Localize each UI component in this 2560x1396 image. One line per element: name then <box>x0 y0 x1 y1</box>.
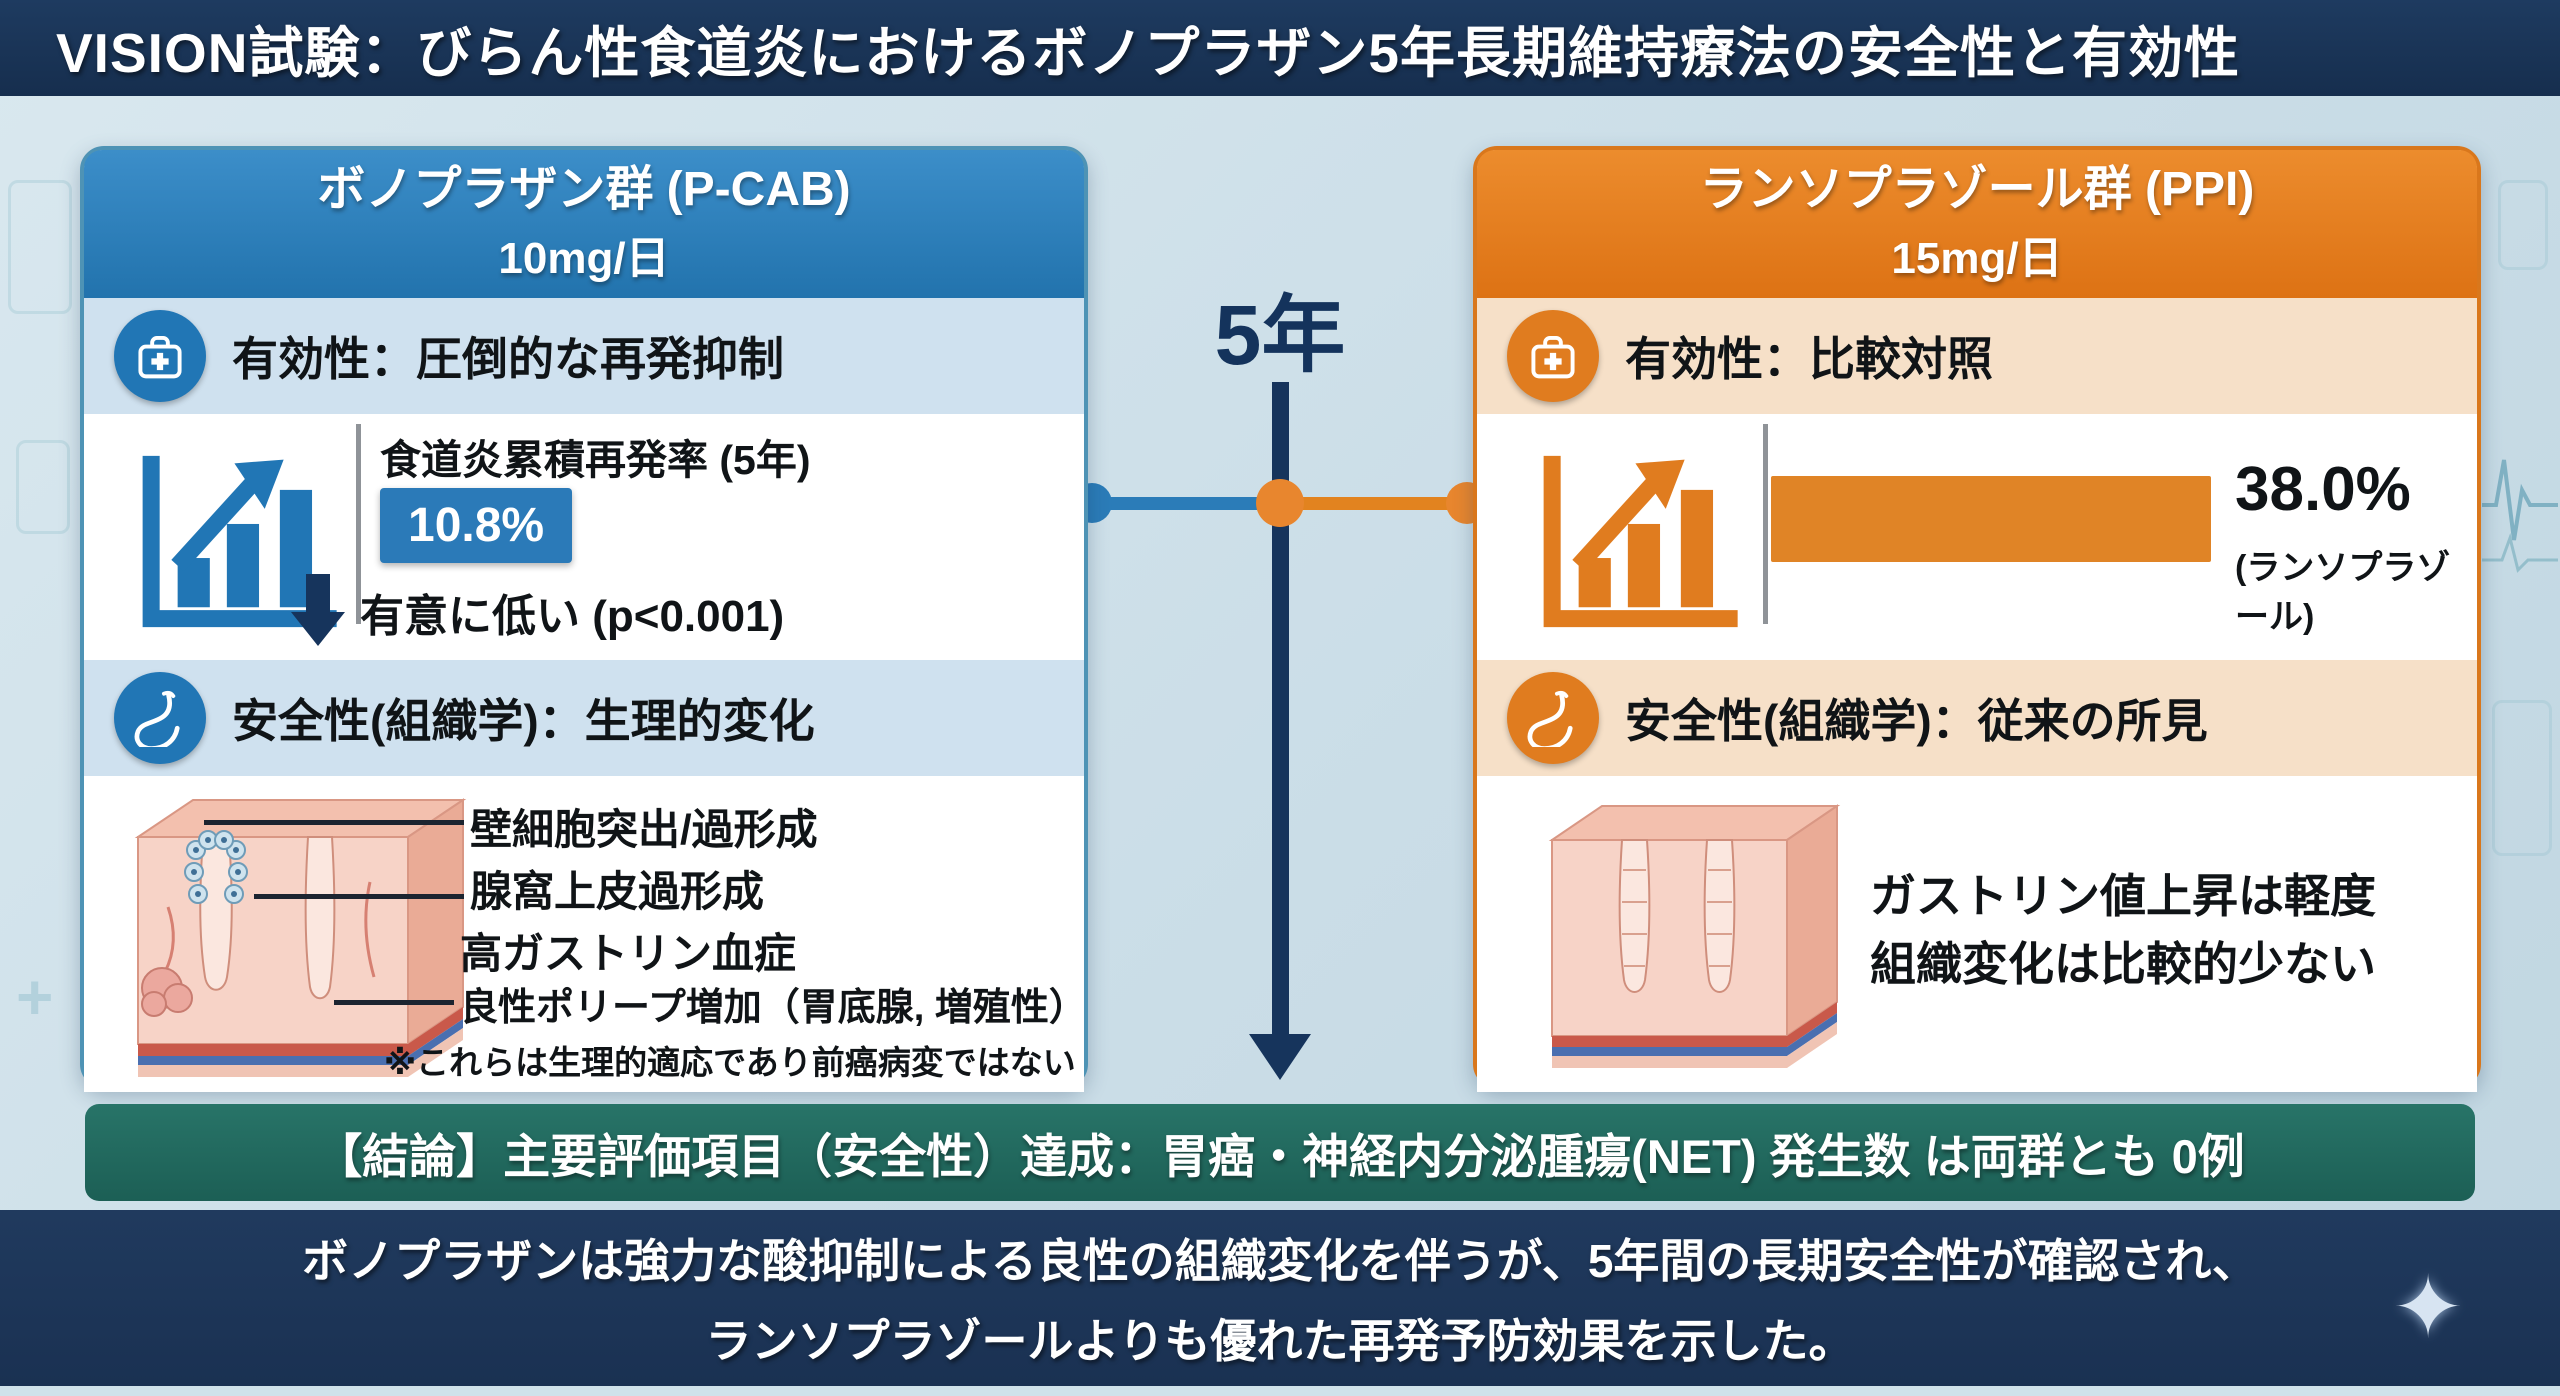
pcab-finding: 腺窩上皮過形成 <box>470 868 765 915</box>
chart-divider <box>1763 424 1768 624</box>
pcab-histology-area: 壁細胞突出/過形成 腺窩上皮過形成 高ガストリン血症 良性ポリープ増加（胃底腺,… <box>84 776 1087 1092</box>
pcab-dose: 10mg/日 <box>498 233 670 283</box>
conclusion-text: 【結論】主要評価項目（安全性）達成：胃癌・神経内分泌腫瘍(NET) 発生数 は両… <box>315 1130 2245 1183</box>
summary-line: ボノプラザンは強力な酸抑制による良性の組織変化を伴うが、5年間の長期安全性が確認… <box>302 1235 2258 1287</box>
pcab-efficacy-heading: 有効性：圧倒的な再発抑制 <box>232 333 784 385</box>
stomach-icon <box>1507 672 1599 764</box>
pcab-finding: 壁細胞突出/過形成 <box>470 806 818 853</box>
summary-panel: ボノプラザンは強力な酸抑制による良性の組織変化を伴うが、5年間の長期安全性が確認… <box>0 1210 2560 1386</box>
ppi-safety-heading: 安全性(組織学)：従来の所見 <box>1625 695 2208 747</box>
pcab-safety-heading: 安全性(組織学)：生理的変化 <box>232 695 815 747</box>
ppi-dose: 15mg/日 <box>1891 233 2063 283</box>
pcab-finding: 良性ポリープ増加（胃底腺, 増殖性） <box>460 987 1087 1029</box>
ppi-card: ランソプラゾール群 (PPI) 15mg/日 有効性：比較対照 <box>1473 146 2481 1092</box>
leader-line <box>334 1000 454 1005</box>
pcab-safety-row: 安全性(組織学)：生理的変化 <box>84 660 1084 776</box>
background-decoration <box>2492 700 2552 856</box>
pcab-significance-row: 有意に低い (p<0.001) <box>290 574 784 648</box>
pcab-significance-note: 有意に低い (p<0.001) <box>360 592 785 641</box>
pcab-finding: 高ガストリン血症 <box>460 930 797 977</box>
ppi-efficacy-row: 有効性：比較対照 <box>1477 298 2477 414</box>
gastric-mucosa-illustration <box>1548 804 1841 1068</box>
ppi-recurrence-caption: (ランソプラゾール) <box>2235 549 2451 636</box>
background-decoration <box>8 180 72 314</box>
background-decoration <box>2498 180 2548 270</box>
ppi-histology-area: ガストリン値上昇は軽度 組織変化は比較的少ない <box>1477 776 2477 1092</box>
timeline-node-center <box>1256 479 1304 527</box>
pcab-recurrence-value: 10.8% <box>380 488 573 563</box>
chart-divider <box>356 424 361 624</box>
timeline-connector-orange <box>1280 497 1473 510</box>
pcab-card-header: ボノプラザン群 (P-CAB) 10mg/日 <box>84 150 1084 298</box>
medical-bag-icon <box>1507 310 1599 402</box>
ppi-group-title: ランソプラゾール群 (PPI) <box>1699 163 2255 217</box>
background-decoration <box>16 440 70 534</box>
plus-decoration: + <box>16 961 54 1033</box>
gastric-mucosa-illustration <box>134 798 467 1077</box>
ecg-line-decoration <box>2482 459 2558 573</box>
pcab-chart-title: 食道炎累積再発率 (5年) <box>380 437 811 483</box>
ppi-safety-row: 安全性(組織学)：従来の所見 <box>1477 660 2477 776</box>
leader-line <box>204 820 464 825</box>
pcab-footnote: ※これらは生理的適応であり前癌病変ではない <box>384 1044 1076 1081</box>
bottom-edge-strip <box>0 1386 2560 1396</box>
pcab-card: ボノプラザン群 (P-CAB) 10mg/日 有効性：圧倒的な再発抑制 <box>80 146 1088 1092</box>
sparkle-icon: ✦ <box>2392 1260 2465 1356</box>
down-arrow-icon <box>291 574 345 646</box>
bar-chart-trend-icon <box>142 455 337 628</box>
ppi-card-header: ランソプラゾール群 (PPI) 15mg/日 <box>1477 150 2477 298</box>
pcab-chart-area: 食道炎累積再発率 (5年) 10.8% 有意に低い (p<0.001) <box>84 414 1084 660</box>
bar-chart-trend-icon <box>1543 455 1738 628</box>
pcab-efficacy-row: 有効性：圧倒的な再発抑制 <box>84 298 1084 414</box>
leader-line <box>254 894 464 899</box>
ppi-finding: 組織変化は比較的少ない <box>1870 938 2376 990</box>
ppi-efficacy-heading: 有効性：比較対照 <box>1625 333 1993 385</box>
timeline-duration-label: 5年 <box>1214 288 1346 382</box>
conclusion-bar: 【結論】主要評価項目（安全性）達成：胃癌・神経内分泌腫瘍(NET) 発生数 は両… <box>85 1104 2475 1201</box>
ppi-chart-area: 38.0% (ランソプラゾール) <box>1477 414 2477 660</box>
medical-bag-icon <box>114 310 206 402</box>
timeline-vertical-arrow <box>1272 382 1289 1036</box>
timeline-connector-blue <box>1093 497 1280 510</box>
stomach-icon <box>114 672 206 764</box>
ppi-finding: ガストリン値上昇は軽度 <box>1870 870 2376 922</box>
ppi-recurrence-value: 38.0% <box>2235 455 2411 524</box>
ppi-recurrence-bar <box>1771 476 2211 562</box>
title-bar: VISION試験：びらん性食道炎におけるボノプラザン5年長期維持療法の安全性と有… <box>0 0 2560 96</box>
pcab-group-title: ボノプラザン群 (P-CAB) <box>317 163 851 217</box>
summary-line: ランソプラゾールよりも優れた再発予防効果を示した。 <box>705 1315 1855 1367</box>
timeline-arrowhead-icon <box>1249 1034 1311 1080</box>
page-title: VISION試験：びらん性食道炎におけるボノプラザン5年長期維持療法の安全性と有… <box>56 22 2241 84</box>
